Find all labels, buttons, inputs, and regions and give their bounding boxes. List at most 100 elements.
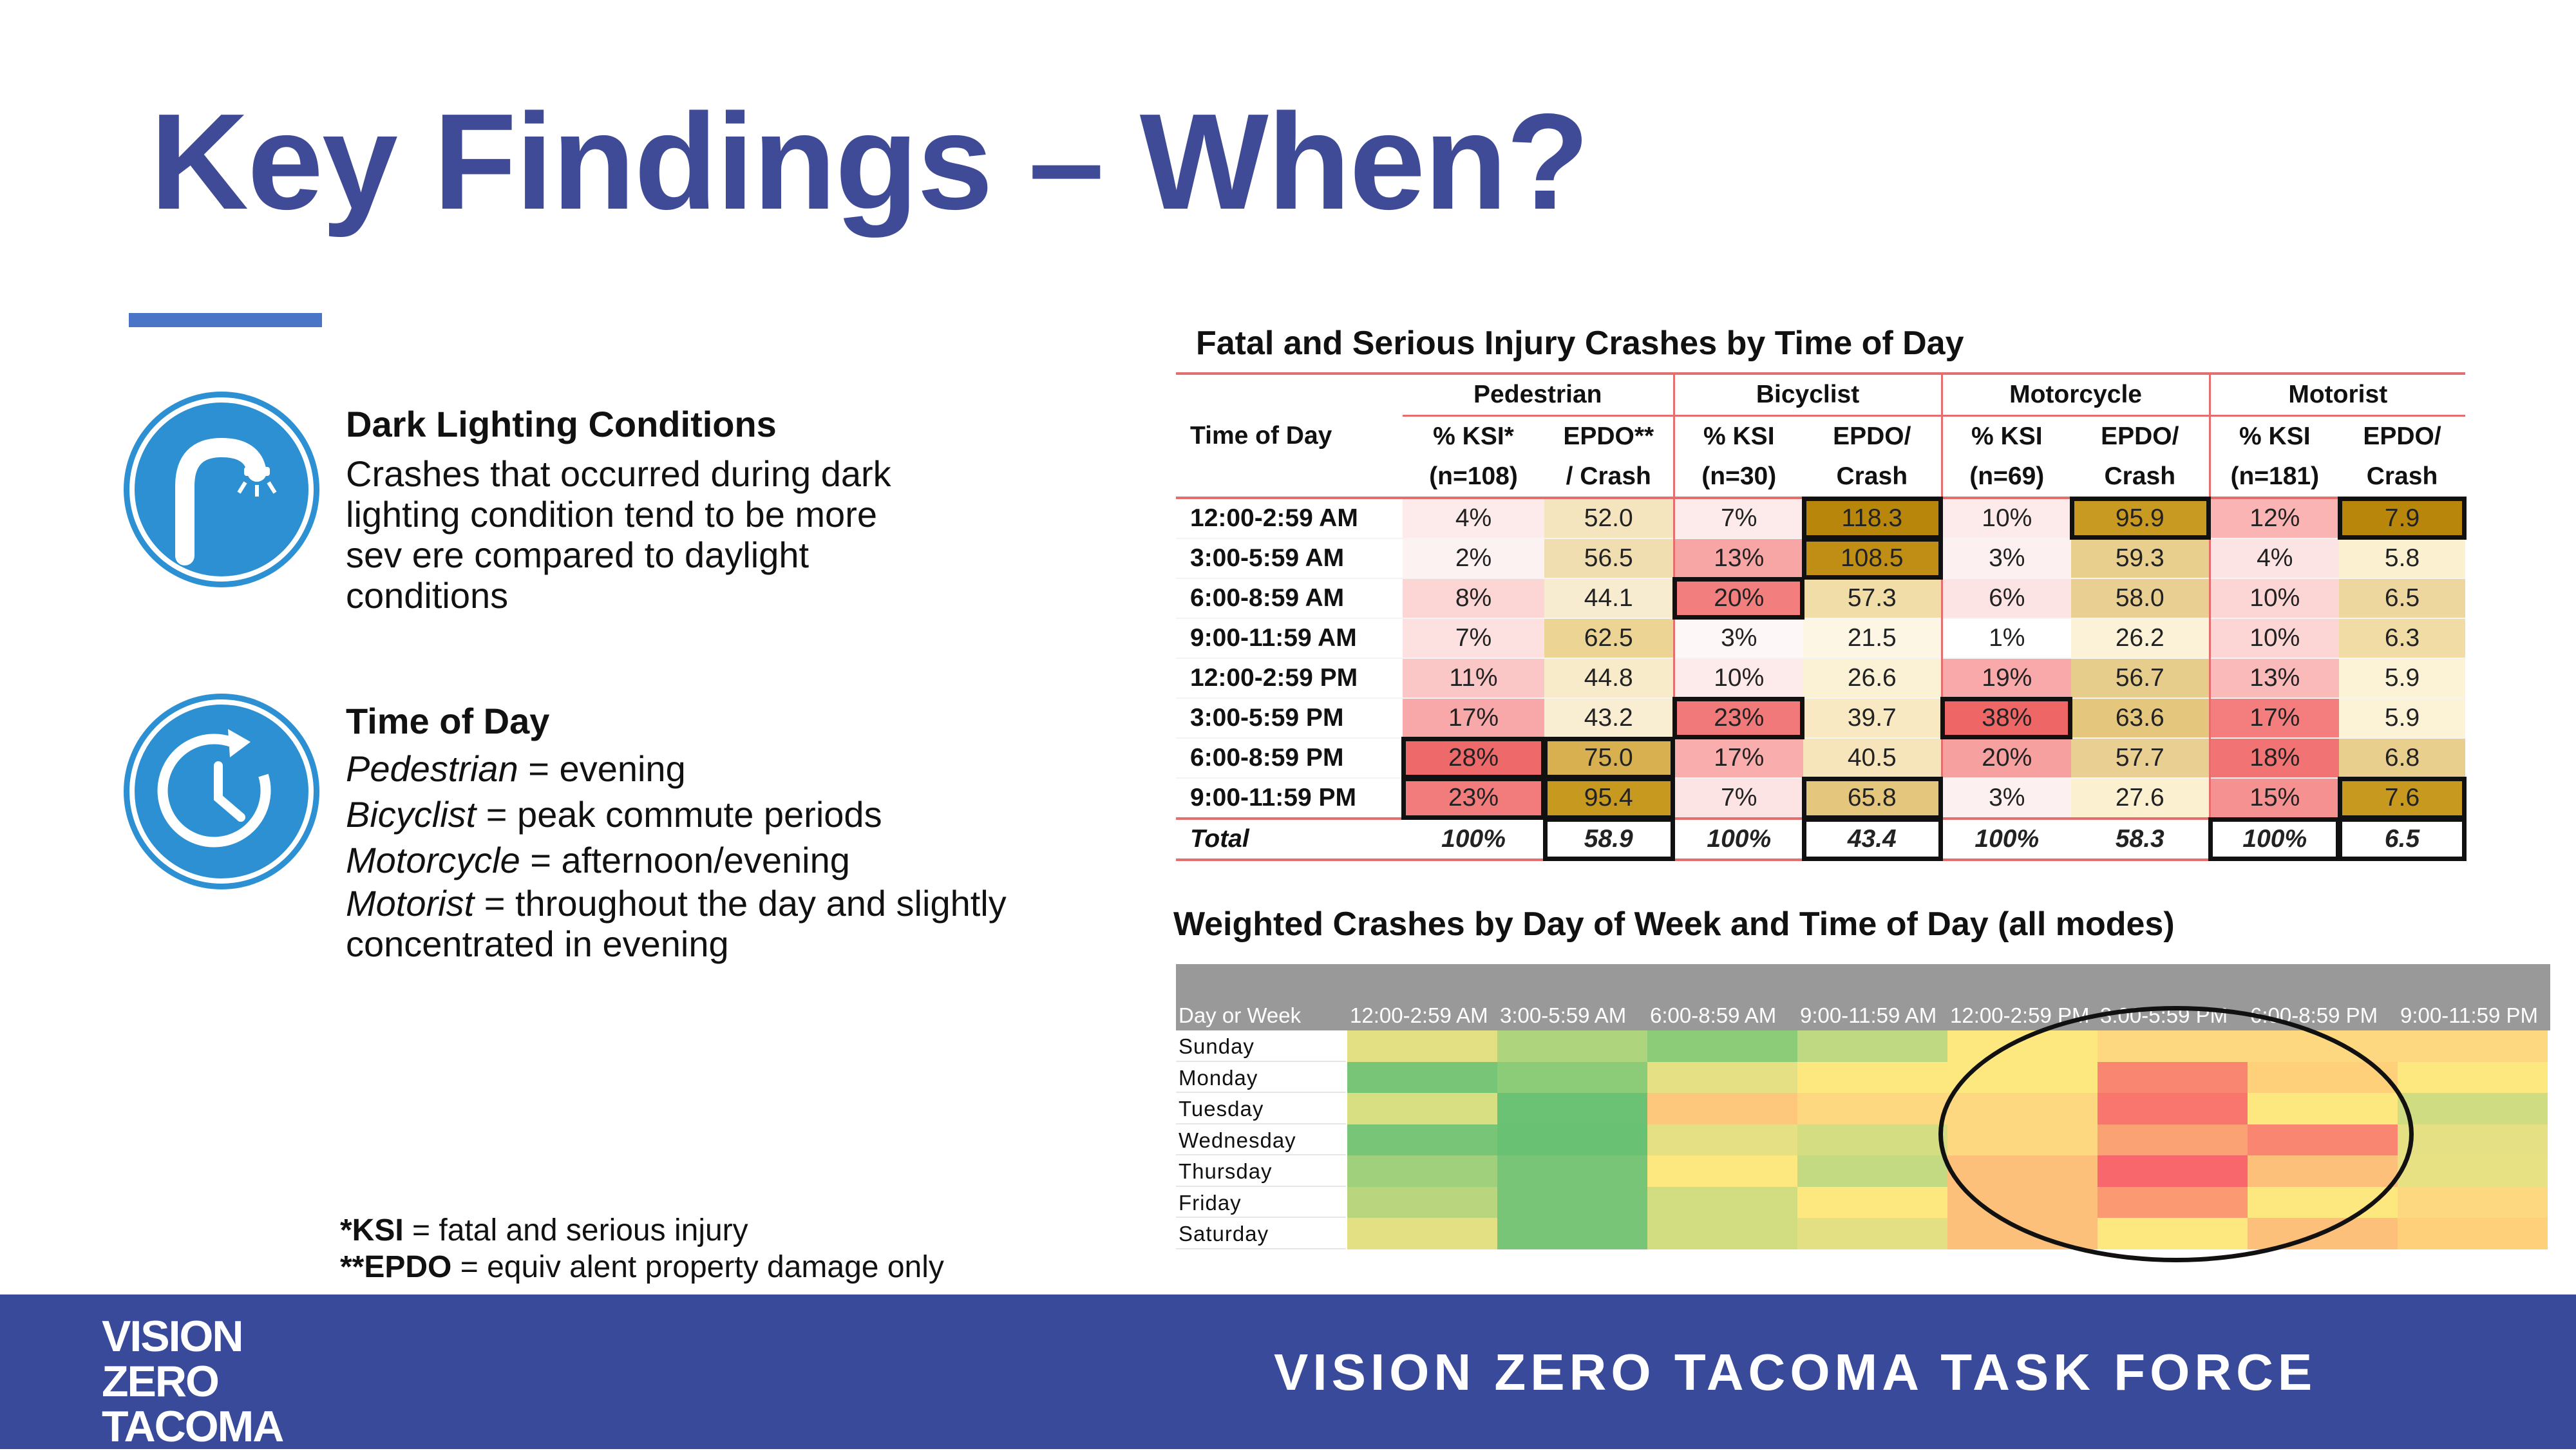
column-header: EPDO/ <box>2101 422 2179 450</box>
heatmap-time-header: 3:00-5:59 AM <box>1500 1003 1627 1027</box>
epdo-cell: 44.8 <box>1544 658 1674 699</box>
table-row: 9:00-11:59 PM 23% 95.4 7% 65.8 3% 27.6 15% 7.6 <box>1176 777 2467 820</box>
footer-title: VISION ZERO TACOMA TASK FORCE <box>1274 1343 2317 1401</box>
total-cell: 58.3 <box>2071 817 2210 861</box>
epdo-cell: 6.3 <box>2339 618 2466 659</box>
epdo-cell: 57.3 <box>1803 578 1942 619</box>
heatmap-cell <box>2398 1155 2548 1187</box>
heatmap-cell <box>2398 1124 2548 1155</box>
epdo-cell: 52.0 <box>1544 498 1674 539</box>
ksi-percent-cell: 3% <box>1672 618 1804 659</box>
time-of-day-label: 12:00-2:59 AM <box>1176 498 1403 539</box>
heatmap-cell <box>1797 1186 1947 1218</box>
ksi-percent-cell: 7% <box>1672 778 1804 819</box>
tod-mode: Motorist <box>346 883 475 924</box>
heatmap-cell <box>1497 1061 1647 1093</box>
epdo-cell: 26.6 <box>1803 658 1942 699</box>
mode-header: Pedestrian <box>1403 372 1674 417</box>
tod-item: Bicyclist = peak commute periods <box>346 792 1007 837</box>
epdo-cell: 56.5 <box>1544 538 1674 579</box>
epdo-cell: 65.8 <box>1802 777 1944 820</box>
epdo-cell: 108.5 <box>1802 537 1944 580</box>
ksi-percent-cell: 10% <box>1672 658 1804 699</box>
heatmap-cell <box>1647 1061 1797 1093</box>
tod-item: Pedestrian = evening <box>346 746 1007 792</box>
heatmap-cell <box>1347 1061 1497 1093</box>
logo-line: VISION <box>102 1312 244 1361</box>
time-of-day-label: 6:00-8:59 PM <box>1176 738 1403 779</box>
ksi-percent-cell: 7% <box>1403 618 1544 659</box>
heatmap-time-header: 6:00-8:59 AM <box>1650 1003 1777 1027</box>
footnote-epdo: **EPDO = equiv alent property damage onl… <box>340 1249 944 1285</box>
ksi-percent-cell: 15% <box>2208 778 2340 819</box>
epdo-cell: 5.9 <box>2339 658 2466 699</box>
ksi-percent-cell: 13% <box>1672 538 1804 579</box>
epdo-cell: 6.5 <box>2339 578 2466 619</box>
heatmap-cell <box>1797 1030 1947 1062</box>
ksi-percent-cell: 10% <box>1940 498 2072 539</box>
ksi-percent-cell: 17% <box>1672 738 1804 779</box>
heatmap-cell <box>1497 1218 1647 1249</box>
heatmap-cell <box>1497 1124 1647 1155</box>
heatmap-title: Weighted Crashes by Day of Week and Time… <box>1173 906 2175 943</box>
epdo-cell: 7.9 <box>2338 497 2467 540</box>
footnote-abbr: **EPDO <box>340 1250 452 1284</box>
ksi-percent-cell: 13% <box>2208 658 2340 699</box>
tod-mode: Pedestrian <box>346 748 518 789</box>
ksi-percent-cell: 8% <box>1403 578 1544 619</box>
ksi-percent-cell: 11% <box>1403 658 1544 699</box>
footnote-def: = fatal and serious injury <box>403 1213 748 1247</box>
dark-lighting-text: Crashes that occurred during dark lighti… <box>346 453 891 616</box>
heatmap-cell <box>2398 1218 2548 1249</box>
column-header: % KSI <box>1672 415 1804 457</box>
table-row: 9:00-11:59 AM 7% 62.5 3% 21.5 1% 26.2 10% 6.3 <box>1176 618 2466 659</box>
ksi-percent-cell: 3% <box>1940 778 2072 819</box>
row-header-label: Time of Day <box>1190 422 1332 450</box>
heatmap-cell <box>1347 1124 1497 1155</box>
time-of-day-label: 9:00-11:59 AM <box>1176 618 1403 659</box>
heatmap-cell <box>1647 1030 1797 1062</box>
heatmap-cell <box>1497 1186 1647 1218</box>
ksi-percent-cell: 4% <box>2208 538 2340 579</box>
total-cell: 100% <box>1403 817 1544 861</box>
ksi-percent-cell: 2% <box>1403 538 1544 579</box>
ksi-percent-cell: 20% <box>1940 738 2072 779</box>
ksi-percent-cell: 23% <box>1401 777 1546 820</box>
column-header-spacer <box>1176 457 1403 499</box>
column-header: EPDO/ <box>1833 422 1911 450</box>
heatmap-day-label: Wednesday <box>1179 1128 1296 1152</box>
heatmap-day-label: Friday <box>1179 1190 1242 1215</box>
epdo-cell: 95.9 <box>2070 497 2211 540</box>
tod-desc: = peak commute periods <box>476 794 882 835</box>
highlight-oval <box>1938 1006 2414 1262</box>
epdo-cell: 6.8 <box>2339 738 2466 779</box>
table-row: 12:00-2:59 AM 4% 52.0 7% 118.3 10% 95.9 12% 7.9 <box>1176 497 2467 540</box>
column-header: Crash <box>2071 457 2210 499</box>
ksi-table: Pedestrian Bicyclist Motorcycle Motorist… <box>1176 372 2467 861</box>
time-of-day-label: 3:00-5:59 AM <box>1176 538 1403 579</box>
column-header: % KSI* <box>1433 422 1514 450</box>
dark-line: lighting condition tend to be more <box>346 494 877 535</box>
heatmap-day-label: Sunday <box>1179 1034 1255 1058</box>
time-of-day-heading: Time of Day <box>346 701 550 741</box>
epdo-cell: 57.7 <box>2071 738 2210 779</box>
column-header: (n=108) <box>1403 457 1544 499</box>
tod-mode: Bicyclist <box>346 794 477 835</box>
total-cell: 43.4 <box>1802 817 1944 861</box>
table-row: 6:00-8:59 PM 28% 75.0 17% 40.5 20% 57.7 18% 6.8 <box>1176 737 2466 779</box>
heatmap-cell <box>1347 1155 1497 1187</box>
epdo-cell: 56.7 <box>2071 658 2210 699</box>
total-cell: 6.5 <box>2338 817 2467 861</box>
tod-continuation: concentrated in evening <box>346 924 729 964</box>
mode-header: Bicyclist <box>1672 372 1942 417</box>
logo-line: ZERO <box>102 1357 220 1406</box>
heatmap-cell <box>1797 1155 1947 1187</box>
epdo-cell: 58.0 <box>2071 578 2210 619</box>
heatmap-day-label: Monday <box>1179 1065 1258 1090</box>
heatmap-time-header: 12:00-2:59 AM <box>1350 1003 1488 1027</box>
heatmap-header-row: Day or Week 12:00-2:59 AM 3:00-5:59 AM 6:0… <box>1176 964 2550 1030</box>
row-divider <box>1176 1092 1346 1093</box>
heatmap-cell <box>1497 1155 1647 1187</box>
heatmap-cell <box>1347 1030 1497 1062</box>
epdo-cell: 63.6 <box>2071 698 2210 739</box>
